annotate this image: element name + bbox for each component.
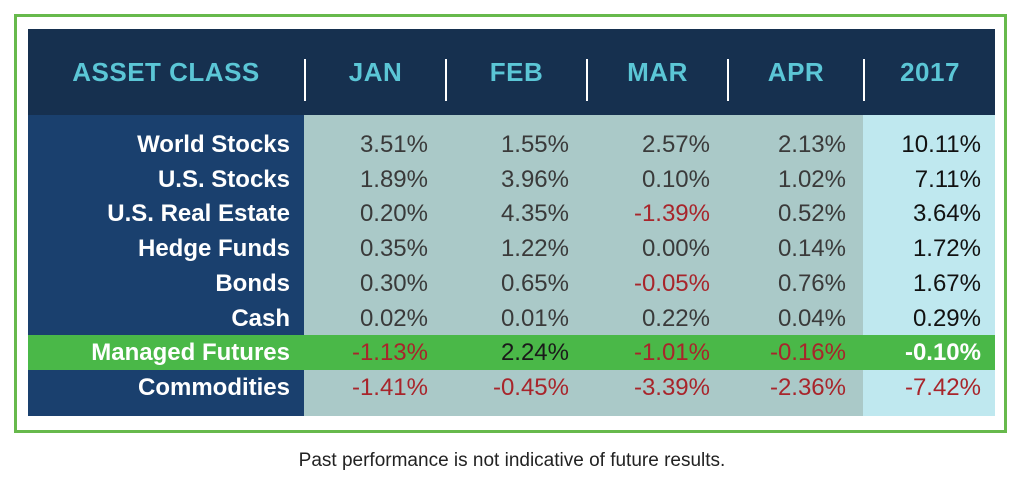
value-cell: -1.39% — [633, 200, 710, 228]
asset-label: U.S. Real Estate — [107, 200, 290, 228]
value-cell: 1.02% — [777, 165, 846, 193]
asset-label: Managed Futures — [91, 339, 290, 367]
header-feb: FEB — [489, 57, 544, 87]
header-separator — [863, 59, 865, 101]
value-cell: 0.22% — [641, 304, 710, 332]
header-2017: 2017 — [900, 57, 960, 87]
disclaimer-caption: Past performance is not indicative of fu… — [298, 450, 726, 471]
value-cell: 0.00% — [641, 235, 710, 263]
annual-value-cell: 1.67% — [912, 269, 981, 297]
table-row: Commodities -1.41% -0.45% -3.39% -2.36% -7.42… — [28, 370, 995, 405]
value-cell: 0.14% — [777, 235, 846, 263]
value-cell: -1.13% — [351, 339, 428, 367]
value-cell: 1.55% — [500, 131, 569, 158]
table-row: U.S. Real Estate 0.20% 4.35% -1.39% 0.52% 3.6… — [28, 196, 995, 231]
value-cell: 0.35% — [359, 235, 428, 263]
header-apr: APR — [767, 57, 825, 87]
value-cell: 3.96% — [500, 165, 569, 193]
header-asset-class: ASSET CLASS — [72, 57, 260, 87]
value-cell: -1.01% — [633, 339, 710, 367]
value-cell: 4.35% — [500, 200, 569, 228]
header-separator — [445, 59, 447, 101]
value-cell: 0.01% — [500, 304, 569, 332]
header-separator — [727, 59, 729, 101]
annual-value-cell: 10.11% — [901, 131, 981, 158]
annual-value-cell: 3.64% — [912, 200, 981, 228]
value-cell: -0.16% — [769, 339, 846, 367]
asset-label: Cash — [231, 304, 290, 332]
value-cell: -0.45% — [492, 373, 569, 401]
annual-value-cell: -0.10% — [904, 339, 981, 367]
table-row: Cash 0.02% 0.01% 0.22% 0.04% 0.29% — [28, 301, 995, 336]
value-cell: 0.04% — [777, 304, 846, 332]
table-row: Hedge Funds 0.35% 1.22% 0.00% 0.14% 1.72% — [28, 231, 995, 266]
asset-label: Bonds — [215, 269, 290, 297]
annual-value-cell: 0.29% — [912, 304, 981, 332]
value-cell: 0.10% — [641, 165, 710, 193]
value-cell: 0.20% — [359, 200, 428, 228]
value-cell: -0.05% — [633, 269, 710, 297]
annual-value-cell: -7.42% — [904, 373, 981, 401]
header-mar: MAR — [627, 57, 688, 87]
value-cell: 1.22% — [500, 235, 569, 263]
table-body: World Stocks 3.51% 1.55% 2.57% 2.13% 10.11% U.… — [28, 115, 995, 416]
asset-label: World Stocks — [137, 131, 290, 158]
value-cell: 2.57% — [641, 131, 710, 158]
table-row: Bonds 0.30% 0.65% -0.05% 0.76% 1.67% — [28, 266, 995, 301]
value-cell: 0.02% — [359, 304, 428, 332]
header-separator — [304, 59, 306, 101]
value-cell: 0.52% — [777, 200, 846, 228]
value-cell: 0.65% — [500, 269, 569, 297]
value-cell: 0.30% — [359, 269, 428, 297]
value-cell: 0.76% — [777, 269, 846, 297]
annual-value-cell: 1.72% — [912, 235, 981, 263]
table-row: U.S. Stocks 1.89% 3.96% 0.10% 1.02% 7.11% — [28, 162, 995, 197]
value-cell: -3.39% — [633, 373, 710, 401]
value-cell: 2.13% — [777, 131, 846, 158]
table-row: World Stocks 3.51% 1.55% 2.57% 2.13% 10.11% — [28, 127, 995, 162]
table-row: Managed Futures -1.13% 2.24% -1.01% -0.16% -0… — [28, 335, 995, 371]
asset-label: Commodities — [137, 373, 290, 401]
performance-table: ASSET CLASS JAN FEB MAR APR 2017 World S… — [28, 29, 995, 416]
value-cell: -1.41% — [351, 373, 428, 401]
value-cell: 2.24% — [500, 339, 569, 367]
header-separator — [586, 59, 588, 101]
asset-label: U.S. Stocks — [157, 165, 290, 193]
header-jan: JAN — [348, 57, 403, 87]
value-cell: 3.51% — [359, 131, 428, 158]
value-cell: -2.36% — [769, 373, 846, 401]
annual-value-cell: 7.11% — [914, 165, 981, 193]
asset-label: Hedge Funds — [137, 235, 290, 263]
table-header: ASSET CLASS JAN FEB MAR APR 2017 — [28, 29, 995, 115]
value-cell: 1.89% — [359, 165, 428, 193]
